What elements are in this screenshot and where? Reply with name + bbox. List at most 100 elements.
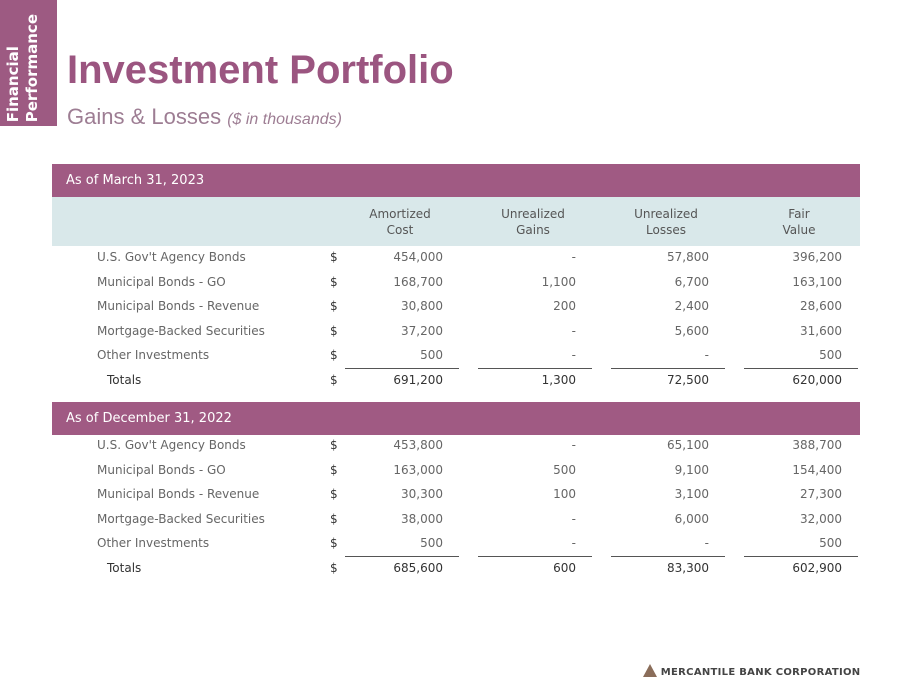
currency: $ [330, 348, 338, 362]
currency: $ [330, 274, 338, 289]
row-label: Other Investments [97, 536, 210, 550]
section-header: As of March 31, 2023 [52, 164, 860, 197]
cell-value: - [571, 323, 576, 338]
side-tab-text: Financial Performance [4, 14, 42, 122]
cell-value: 30,800 [401, 299, 443, 313]
column-header-band [52, 197, 860, 246]
currency: $ [330, 323, 338, 338]
currency: $ [330, 299, 338, 313]
cell-value: 2,400 [674, 299, 709, 313]
column-header-line: Losses [646, 223, 686, 237]
cell-value: 1,300 [541, 372, 576, 387]
section-header: As of December 31, 2022 [52, 402, 860, 435]
row-label: Other Investments [97, 348, 210, 362]
company-name: MERCANTILE BANK CORPORATION [660, 667, 861, 678]
cell-value: - [704, 348, 709, 362]
cell-value: 27,300 [800, 487, 842, 501]
cell-value: 685,600 [393, 560, 443, 575]
total-rule [345, 556, 459, 557]
subtitle-note: ($ in thousands) [227, 111, 342, 128]
cell-value: 72,500 [667, 372, 709, 387]
cell-value: 31,600 [800, 323, 842, 338]
cell-value: 388,700 [792, 438, 842, 452]
cell-value: 691,200 [393, 372, 443, 387]
cell-value: 396,200 [792, 250, 842, 264]
currency: $ [330, 511, 338, 526]
row-label: Mortgage-Backed Securities [97, 323, 265, 338]
cell-value: 9,100 [674, 462, 709, 477]
column-header: Amortized Cost [345, 206, 455, 238]
column-header: Fair Value [744, 206, 854, 238]
row-label: Municipal Bonds - GO [97, 462, 226, 477]
side-tab: Financial Performance [0, 0, 57, 126]
cell-value: - [571, 250, 576, 264]
column-header-line: Fair [788, 207, 810, 221]
cell-value: 500 [420, 536, 443, 550]
row-label: Totals [107, 560, 142, 575]
cell-value: - [571, 511, 576, 526]
cell-value: 454,000 [393, 250, 443, 264]
total-rule [744, 556, 858, 557]
cell-value: - [571, 438, 576, 452]
cell-value: 30,300 [401, 487, 443, 501]
cell-value: 154,400 [792, 462, 842, 477]
currency: $ [330, 250, 338, 264]
cell-value: - [571, 536, 576, 550]
cell-value: 163,100 [792, 274, 842, 289]
column-header-line: Cost [386, 223, 414, 237]
cell-value: 28,600 [800, 299, 842, 313]
cell-value: 500 [553, 462, 576, 477]
total-rule [744, 368, 858, 369]
cell-value: 200 [553, 299, 576, 313]
cell-value: 500 [420, 348, 443, 362]
cell-value: 32,000 [800, 511, 842, 526]
currency: $ [330, 536, 338, 550]
row-label: U.S. Gov't Agency Bonds [97, 438, 246, 452]
cell-value: 6,700 [674, 274, 709, 289]
currency: $ [330, 462, 338, 477]
title: Investment Portfolio [67, 48, 454, 92]
cell-value: 6,000 [674, 511, 709, 526]
column-header-line: Amortized [369, 207, 431, 221]
row-label: Municipal Bonds - Revenue [97, 487, 260, 501]
subtitle: Gains & Losses ($ in thousands) [67, 104, 342, 130]
cell-value: 453,800 [393, 438, 443, 452]
total-rule [611, 556, 725, 557]
column-header-line: Gains [516, 223, 550, 237]
cell-value: 37,200 [401, 323, 443, 338]
cell-value: - [704, 536, 709, 550]
cell-value: 500 [819, 536, 842, 550]
total-rule [345, 368, 459, 369]
total-rule [478, 556, 592, 557]
currency: $ [330, 372, 338, 387]
currency: $ [330, 487, 338, 501]
column-header-line: Value [782, 223, 816, 237]
cell-value: 602,900 [792, 560, 842, 575]
currency: $ [330, 438, 338, 452]
cell-value: 100 [553, 487, 576, 501]
side-tab-line: Financial [4, 45, 22, 122]
row-label: Municipal Bonds - Revenue [97, 299, 260, 313]
row-label: Mortgage-Backed Securities [97, 511, 265, 526]
row-label: Municipal Bonds - GO [97, 274, 226, 289]
cell-value: 620,000 [792, 372, 842, 387]
cell-value: 65,100 [667, 438, 709, 452]
cell-value: 168,700 [393, 274, 443, 289]
cell-value: - [571, 348, 576, 362]
cell-value: 3,100 [674, 487, 709, 501]
column-header: Unrealized Gains [478, 206, 588, 238]
cell-value: 38,000 [401, 511, 443, 526]
side-tab-line: Performance [23, 13, 41, 122]
cell-value: 57,800 [667, 250, 709, 264]
column-header-line: Unrealized [501, 207, 565, 221]
row-label: Totals [107, 372, 142, 387]
cell-value: 500 [819, 348, 842, 362]
subtitle-text: Gains & Losses [67, 104, 222, 129]
cell-value: 83,300 [667, 560, 709, 575]
total-rule [611, 368, 725, 369]
footer-logo: MERCANTILE BANK CORPORATION [643, 664, 860, 678]
column-header-line: Unrealized [634, 207, 698, 221]
logo-triangle [643, 664, 657, 677]
cell-value: 1,100 [541, 274, 576, 289]
